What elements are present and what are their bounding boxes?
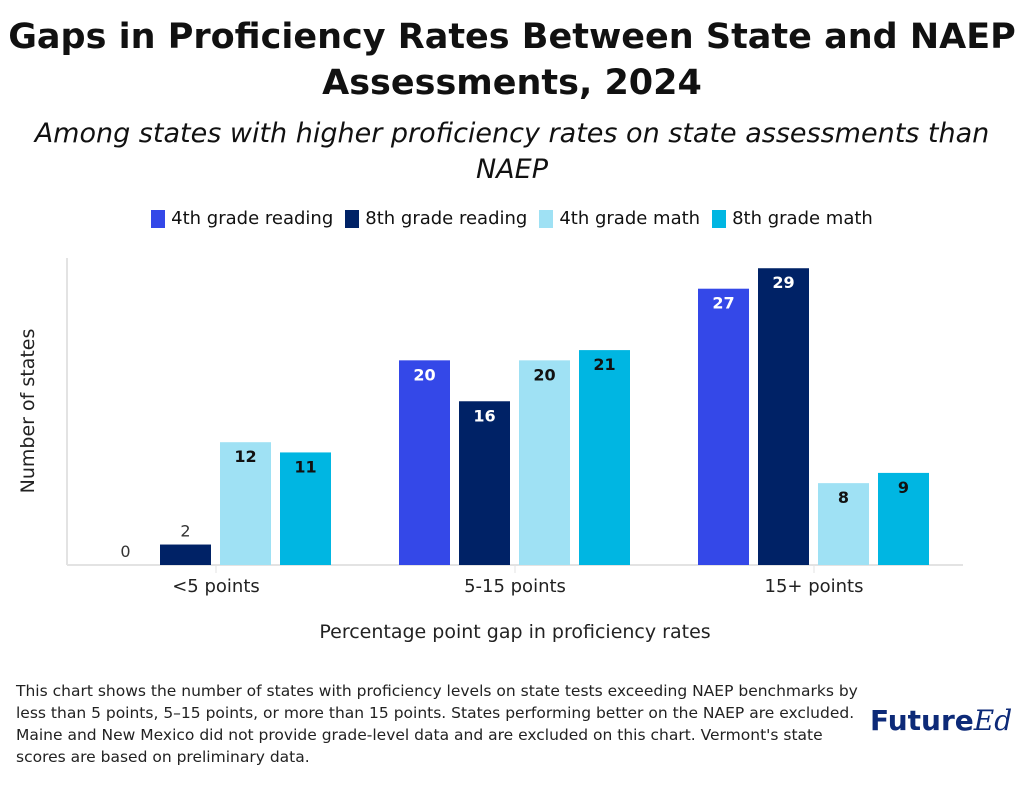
legend-swatch <box>539 209 554 228</box>
bar <box>160 544 211 565</box>
bar <box>399 360 450 565</box>
legend-label: 4th grade reading <box>171 208 334 229</box>
data-label: 27 <box>712 294 734 313</box>
legend-item: 4th grade math <box>539 208 700 229</box>
chart-title: Gaps in Proficiency Rates Between State … <box>8 17 1016 103</box>
y-axis-label: Number of states <box>17 329 39 494</box>
legend-item: 4th grade reading <box>151 208 333 229</box>
bar <box>280 452 331 565</box>
legend-item: 8th grade reading <box>345 208 527 229</box>
data-label: 12 <box>234 447 256 466</box>
data-label: 2 <box>180 522 190 541</box>
bar-chart: <5 points 0 2 12 11 5-15 points 20 16 20 21 15+ po… <box>17 258 963 643</box>
legend-label: 8th grade reading <box>365 208 528 229</box>
logo-text: Future <box>870 704 974 737</box>
data-label: 20 <box>533 365 555 384</box>
legend-label: 4th grade math <box>559 208 701 229</box>
x-tick-label: <5 points <box>172 576 260 597</box>
bar <box>579 350 630 565</box>
data-label: 16 <box>473 406 495 425</box>
x-tick-label: 5-15 points <box>464 576 566 597</box>
data-label: 0 <box>120 542 130 561</box>
legend-item: 8th grade math <box>712 208 873 229</box>
data-label: 21 <box>593 355 615 374</box>
legend: 4th grade reading 8th grade reading 4th gr… <box>0 208 1024 229</box>
legend-label: 8th grade math <box>732 208 873 229</box>
chart-subtitle: Among states with higher proficiency rat… <box>34 118 990 185</box>
bar <box>519 360 570 565</box>
logo-text-italic: Ed <box>973 704 1013 737</box>
footnote: This chart shows the number of states wi… <box>16 682 858 766</box>
data-label: 9 <box>898 478 909 497</box>
bar <box>818 483 869 565</box>
data-label: 20 <box>413 365 435 384</box>
x-tick-label: 15+ points <box>765 576 864 597</box>
x-axis-label: Percentage point gap in proficiency rate… <box>319 621 710 643</box>
bar <box>758 268 809 565</box>
data-label: 11 <box>294 457 316 476</box>
futureed-logo: FutureEd <box>870 704 1012 737</box>
data-label: 29 <box>772 273 794 292</box>
legend-swatch <box>151 209 166 228</box>
legend-swatch <box>345 209 360 228</box>
data-label: 8 <box>838 488 849 507</box>
legend-swatch <box>712 209 727 228</box>
bar <box>878 472 929 565</box>
bar <box>220 442 271 565</box>
bar <box>459 401 510 565</box>
bar <box>698 288 749 565</box>
